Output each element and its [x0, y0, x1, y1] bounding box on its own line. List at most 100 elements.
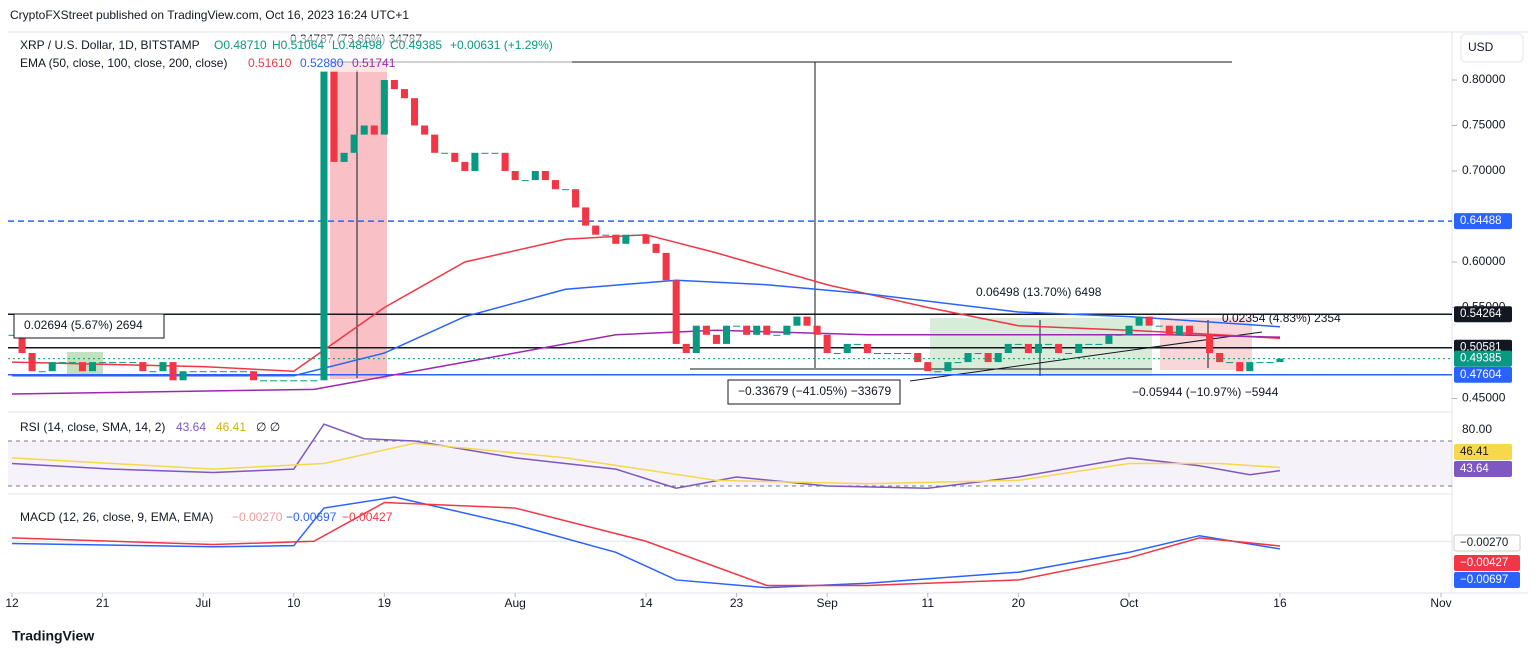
candle	[753, 325, 761, 335]
candle	[1236, 362, 1244, 372]
candle	[1256, 362, 1264, 364]
candle	[88, 362, 97, 372]
candle	[1175, 325, 1183, 335]
brand[interactable]: TradingView	[12, 628, 94, 644]
candle	[159, 362, 167, 372]
signal-value: −0.00427	[342, 510, 393, 524]
candle	[58, 362, 66, 364]
x-tick-label: 12	[5, 596, 19, 610]
candle	[169, 362, 177, 381]
candle	[330, 70, 338, 162]
candle	[672, 280, 680, 344]
candle	[370, 125, 378, 135]
candle	[239, 371, 247, 373]
ohlc: C0.49385	[390, 38, 442, 52]
ema-value: 0.51741	[352, 56, 396, 70]
candle	[551, 180, 559, 190]
y-tick-label: 0.75000	[1462, 118, 1506, 132]
candle	[461, 161, 469, 171]
annotation-box	[727, 379, 901, 405]
candle	[129, 362, 137, 364]
candle	[813, 325, 821, 335]
candle	[1135, 316, 1143, 326]
currency-box[interactable]	[1460, 33, 1524, 63]
candle	[632, 234, 640, 236]
rsi-value: 43.64	[176, 420, 206, 434]
currency[interactable]: USD	[1468, 40, 1494, 54]
x-tick-label: 14	[639, 596, 653, 610]
candle	[944, 362, 952, 372]
candle	[320, 70, 328, 381]
y-tick-label: 0.80000	[1462, 72, 1506, 86]
candle	[290, 380, 298, 382]
candle	[692, 325, 700, 353]
indicator-line	[11, 442, 1281, 485]
candle	[411, 98, 419, 126]
candle	[531, 171, 539, 181]
candle	[894, 353, 902, 354]
candle	[1085, 343, 1093, 345]
candle	[340, 152, 348, 162]
price-tag-label: −0.00697	[1460, 574, 1508, 586]
candle	[109, 362, 117, 364]
y-tick-label: 0.70000	[1462, 163, 1506, 177]
price-tag-label: 43.64	[1460, 463, 1489, 475]
trend-line	[909, 331, 1263, 382]
candle	[1155, 325, 1163, 327]
candle	[99, 362, 107, 364]
candle	[48, 362, 56, 372]
candle	[934, 371, 942, 373]
ohlc: H0.51064	[272, 38, 324, 52]
price-tag	[1454, 366, 1512, 383]
ohlc: +0.00631 (+1.29%)	[450, 38, 553, 52]
candle	[260, 380, 268, 382]
candle	[471, 152, 479, 171]
candle	[803, 316, 811, 326]
price-tag-label: −0.00270	[1460, 537, 1508, 549]
candle	[219, 371, 227, 373]
indicator-line	[11, 501, 1281, 587]
x-tick-label: Oct	[1120, 596, 1139, 610]
price-tag	[1454, 555, 1520, 571]
candle	[1014, 343, 1022, 345]
candle	[451, 152, 459, 162]
candle	[662, 252, 670, 281]
rsi-title: RSI (14, close, SMA, 14, 2)	[20, 420, 165, 434]
candle	[431, 134, 439, 153]
x-tick-label: 20	[1012, 596, 1026, 610]
candle	[1216, 353, 1224, 363]
candle	[974, 353, 982, 354]
annotation: −0.33679 (−41.05%) −33679	[738, 384, 891, 398]
candle	[833, 353, 841, 354]
candle	[582, 207, 590, 226]
price-tag-label: 0.49385	[1460, 353, 1502, 365]
annotation: −0.05944 (−10.97%) −5944	[1132, 385, 1279, 399]
x-tick-label: Sep	[816, 596, 838, 610]
candle	[823, 334, 831, 353]
x-tick-label: 21	[96, 596, 110, 610]
ohlc: L0.48498	[332, 38, 382, 52]
candle	[350, 134, 358, 153]
candle	[139, 362, 147, 372]
candle	[984, 353, 992, 363]
y-tick-label: 0.45000	[1462, 391, 1506, 405]
candle	[904, 353, 912, 354]
candle	[189, 371, 197, 373]
x-tick-label: 10	[287, 596, 301, 610]
candle	[1125, 325, 1133, 335]
x-tick-label: 16	[1273, 596, 1287, 610]
annotation: 0.02354 (4.83%) 2354	[1222, 311, 1341, 325]
candle	[642, 234, 650, 244]
ema-value: 0.51610	[248, 56, 292, 70]
candle	[310, 380, 318, 382]
candle	[18, 334, 26, 353]
candle	[360, 125, 368, 135]
price-tag-label: 0.47604	[1460, 369, 1502, 381]
price-tag	[1454, 213, 1512, 230]
legend-backdrop	[12, 36, 572, 72]
candle	[843, 343, 851, 353]
candle	[722, 325, 731, 344]
indicator-line	[11, 496, 1281, 589]
price-tag	[1454, 306, 1512, 323]
symbol-title: XRP / U.S. Dollar, 1D, BITSTAMP	[20, 38, 200, 52]
